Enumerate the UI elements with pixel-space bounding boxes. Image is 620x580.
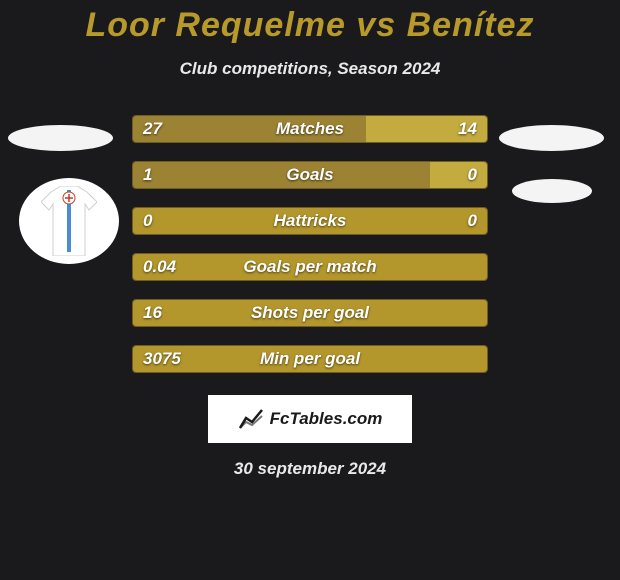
subtitle: Club competitions, Season 2024 — [0, 59, 620, 79]
stat-row: Goals1 0 — [132, 161, 488, 189]
club-jersey-icon — [19, 178, 119, 264]
stat-value-right: 0 — [468, 208, 477, 234]
stat-label: Goals per match — [133, 254, 487, 280]
stat-label: Matches — [133, 116, 487, 142]
stat-value-right: 14 — [458, 116, 477, 142]
stat-value-left: 3075 — [143, 346, 181, 372]
stat-value-left: 16 — [143, 300, 162, 326]
branding-box: FcTables.com — [208, 395, 412, 443]
date-line: 30 september 2024 — [0, 459, 620, 479]
page-title: Loor Requelme vs Benítez — [0, 0, 620, 45]
stat-label: Shots per goal — [133, 300, 487, 326]
branding-icon — [238, 406, 264, 432]
comparison-infographic: Loor Requelme vs Benítez Club competitio… — [0, 0, 620, 580]
stats-bars: Matches2714Goals10Hattricks00Goals per m… — [132, 115, 488, 373]
stat-value-left: 0.04 — [143, 254, 176, 280]
stat-value-left: 1 — [143, 162, 152, 188]
stat-value-left: 27 — [143, 116, 162, 142]
stat-label: Goals — [133, 162, 487, 188]
stat-value-right: 0 — [468, 162, 477, 188]
stat-row: Hattricks0 0 — [132, 207, 488, 235]
stat-label: Hattricks — [133, 208, 487, 234]
branding-text: FcTables.com — [270, 409, 383, 429]
player-right-placeholder — [499, 125, 604, 151]
stat-row: Goals per match0.04 — [132, 253, 488, 281]
stat-label: Min per goal — [133, 346, 487, 372]
player-left-placeholder — [8, 125, 113, 151]
stat-value-left: 0 — [143, 208, 152, 234]
stat-row: Shots per goal16 — [132, 299, 488, 327]
stat-row: Min per goal3075 — [132, 345, 488, 373]
stat-row: Matches27 14 — [132, 115, 488, 143]
player-right-placeholder-2 — [512, 179, 592, 203]
